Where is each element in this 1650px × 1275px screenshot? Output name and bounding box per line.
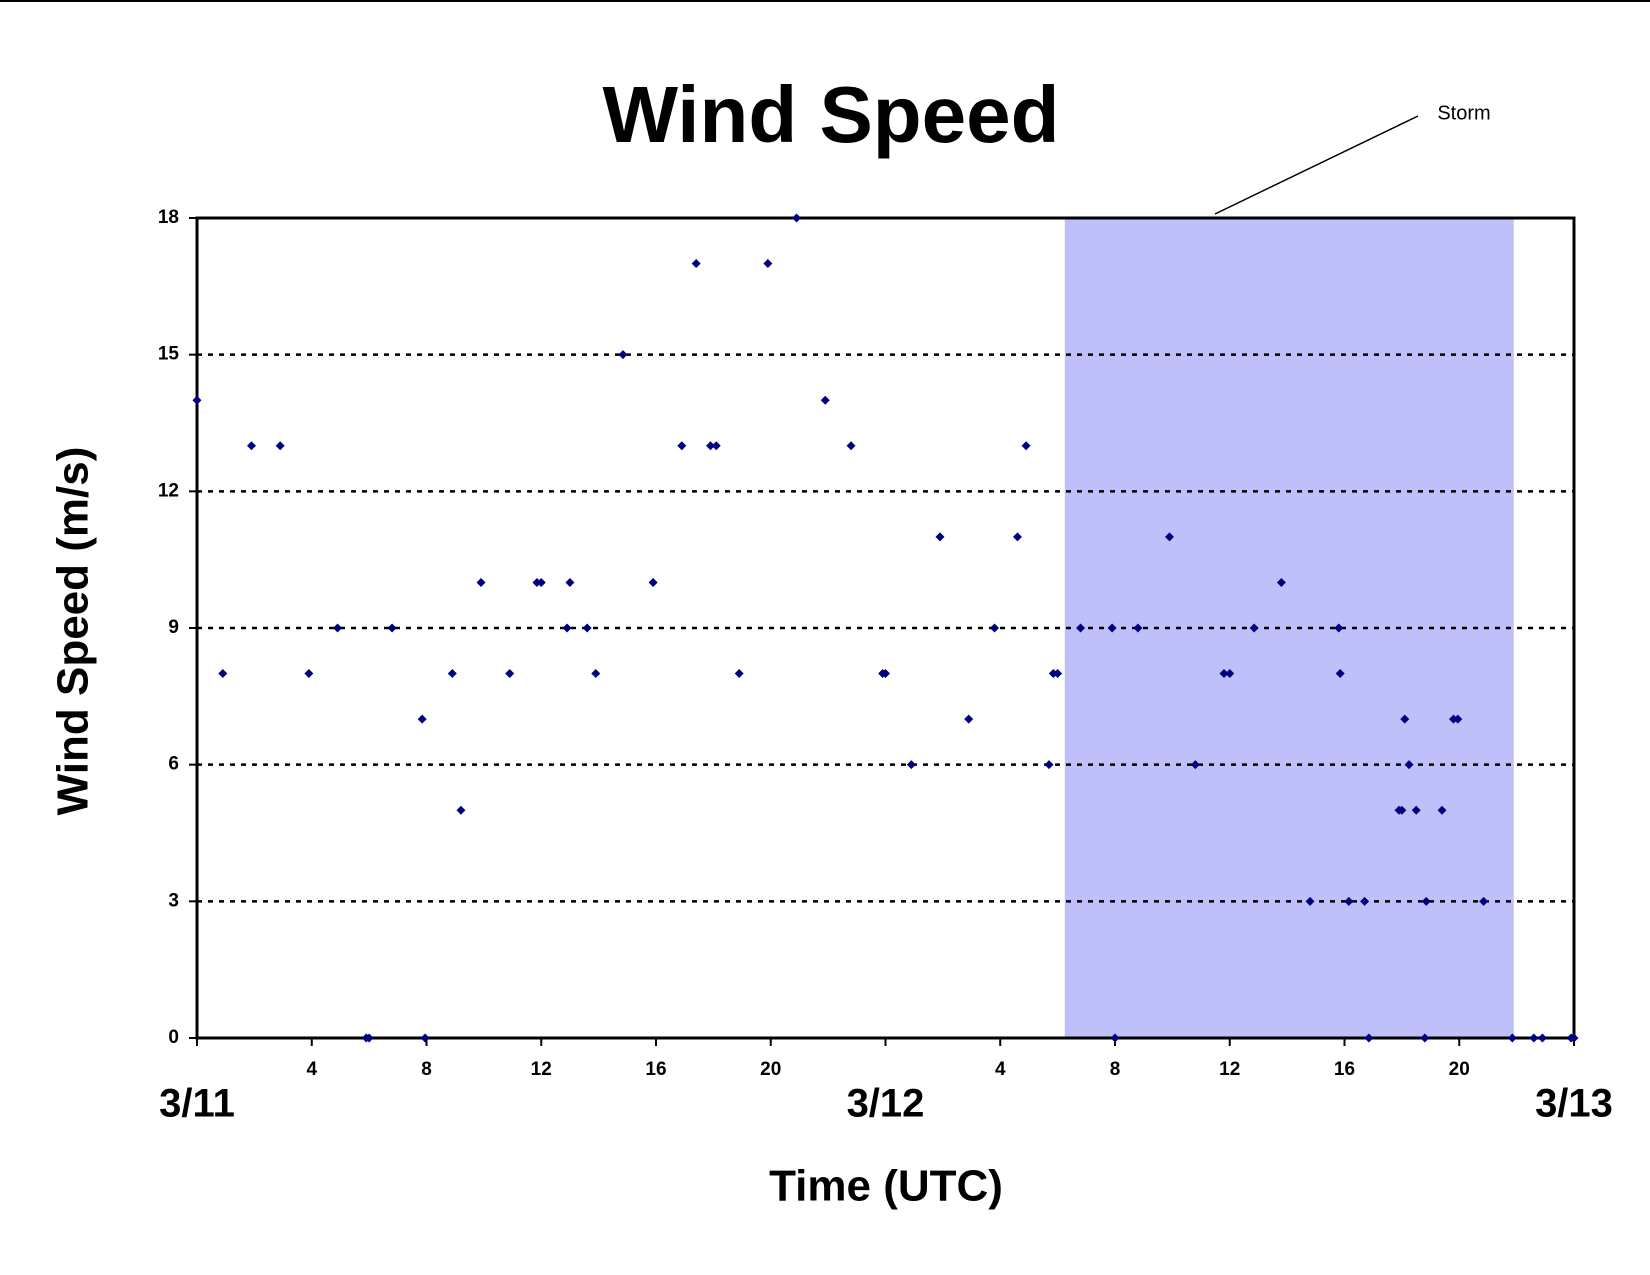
data-point [677, 441, 687, 451]
x-tick-label: 20 [1449, 1059, 1470, 1080]
y-tick-label: 0 [168, 1027, 179, 1048]
x-tick-label: 4 [306, 1059, 317, 1080]
date-label: 3/13 [1535, 1082, 1613, 1126]
date-label: 3/12 [847, 1082, 925, 1126]
data-point [218, 669, 228, 679]
x-tick-label: 8 [421, 1059, 432, 1080]
data-point [420, 1033, 430, 1043]
data-point [1305, 896, 1315, 906]
data-point [591, 669, 601, 679]
data-point [1225, 669, 1235, 679]
data-point [364, 1033, 374, 1043]
x-tick-label: 16 [1334, 1059, 1355, 1080]
data-point [820, 395, 830, 405]
data-point [565, 577, 575, 587]
data-point [333, 623, 343, 633]
x-tick-label: 12 [1219, 1059, 1240, 1080]
data-point [1437, 805, 1447, 815]
data-point [846, 441, 856, 451]
data-point [1021, 441, 1031, 451]
data-point [906, 760, 916, 770]
data-point [1165, 532, 1175, 542]
data-point [582, 623, 592, 633]
y-tick-label: 9 [168, 617, 179, 638]
y-tick-label: 12 [158, 480, 179, 501]
data-point [990, 623, 1000, 633]
plot-frame [195, 216, 1576, 1040]
data-point [1404, 760, 1414, 770]
data-point [1076, 623, 1086, 633]
data-point [1537, 1033, 1547, 1043]
x-tick-label: 8 [1110, 1059, 1121, 1080]
data-point [1107, 623, 1117, 633]
data-point [192, 395, 202, 405]
data-point [706, 441, 716, 451]
data-point [1411, 805, 1421, 815]
data-point [1344, 896, 1354, 906]
annotation-line [1214, 115, 1419, 215]
data-point [1453, 714, 1463, 724]
data-point [562, 623, 572, 633]
y-tick-label: 3 [168, 890, 179, 911]
data-point [935, 532, 945, 542]
data-point [1044, 760, 1054, 770]
data-point [1507, 1033, 1517, 1043]
y-tick-label: 6 [168, 754, 179, 775]
data-point [1397, 805, 1407, 815]
data-point [1360, 896, 1370, 906]
data-point [1420, 1033, 1430, 1043]
data-point [1529, 1033, 1539, 1043]
data-point [1219, 669, 1229, 679]
data-point [387, 623, 397, 633]
data-point [734, 669, 744, 679]
x-axis-label: Time (UTC) [769, 1162, 1003, 1211]
data-point [691, 259, 701, 269]
data-point [447, 669, 457, 679]
data-point [1334, 623, 1344, 633]
data-point [304, 669, 314, 679]
data-point [618, 350, 628, 360]
data-point [1053, 669, 1063, 679]
data-point [1012, 532, 1022, 542]
data-point [456, 805, 466, 815]
date-label: 3/11 [159, 1082, 235, 1126]
x-tick-label: 4 [995, 1059, 1006, 1080]
data-point [1110, 1033, 1120, 1043]
data-point [1421, 896, 1431, 906]
data-point [1276, 577, 1286, 587]
data-point [881, 669, 890, 679]
data-point [1400, 714, 1410, 724]
y-tick-label: 15 [158, 344, 180, 365]
data-point [476, 577, 486, 587]
x-tick-label: 20 [760, 1059, 781, 1080]
data-point [1249, 623, 1259, 633]
data-point [1364, 1033, 1374, 1043]
data-point [1479, 896, 1489, 906]
x-tick-label: 12 [531, 1059, 552, 1080]
x-tick-label: 16 [645, 1059, 666, 1080]
chart-title: Wind Speed [602, 70, 1059, 159]
data-point [1335, 669, 1345, 679]
data-point [648, 577, 658, 587]
y-tick-label: 18 [158, 207, 179, 228]
data-point [711, 441, 721, 451]
data-point [417, 714, 427, 724]
data-point [505, 669, 515, 679]
data-point [792, 213, 802, 223]
data-point [536, 577, 546, 587]
y-axis-label: Wind Speed (m/s) [49, 447, 98, 816]
data-point [1190, 760, 1200, 770]
data-point [247, 441, 257, 451]
data-point [1569, 1033, 1579, 1043]
data-point [275, 441, 285, 451]
data-point [964, 714, 974, 724]
data-point [1133, 623, 1143, 633]
data-point [763, 259, 773, 269]
annotation: Storm [1437, 102, 1490, 124]
